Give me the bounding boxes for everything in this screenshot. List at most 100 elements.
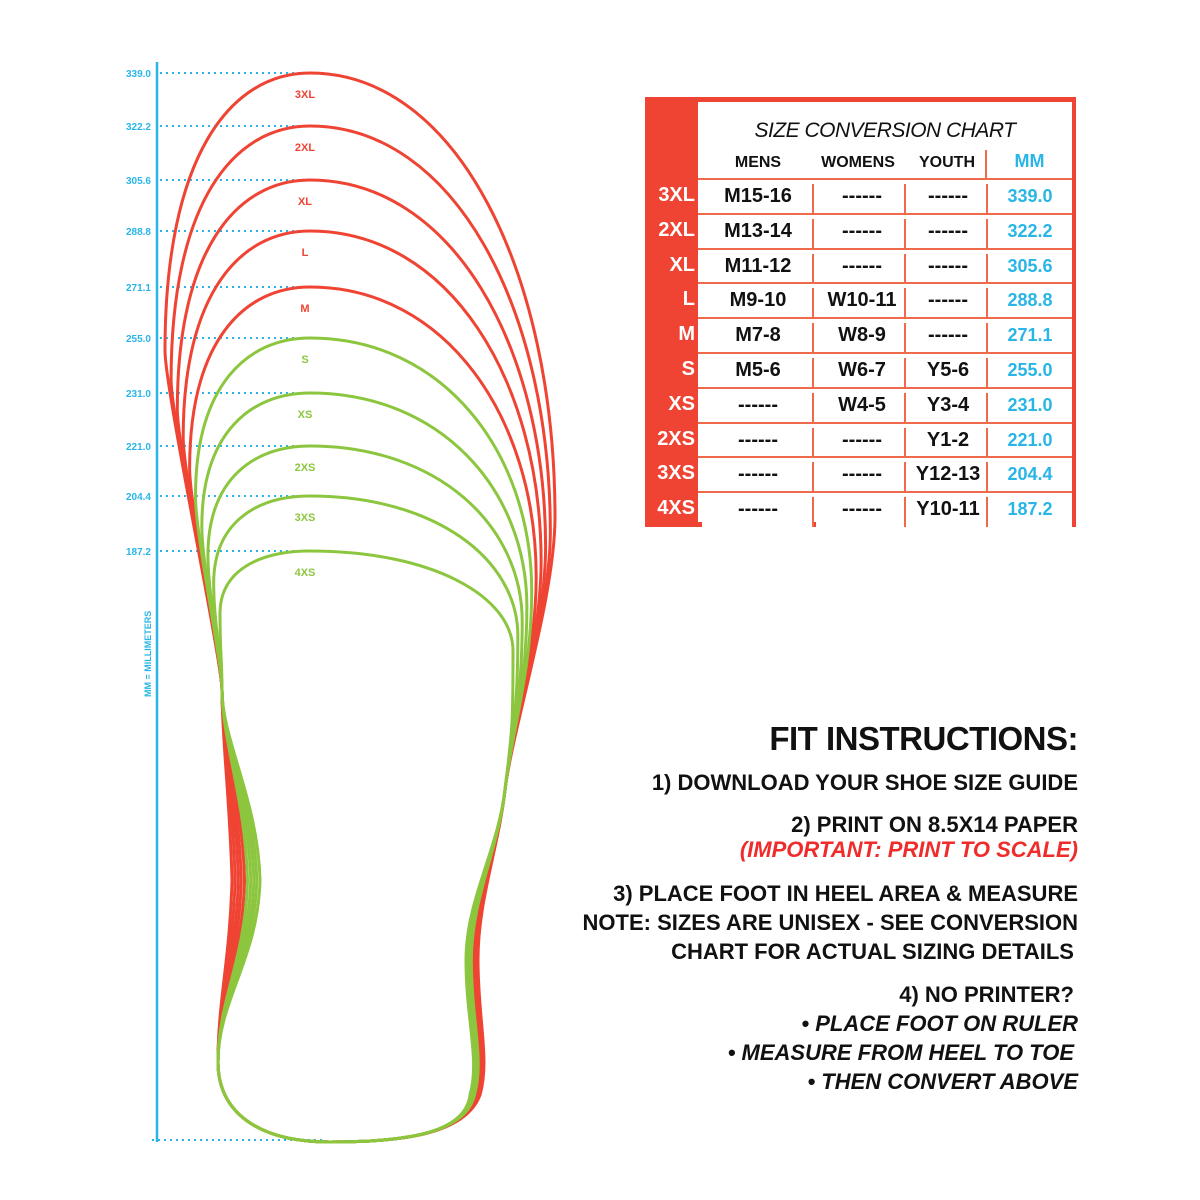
- note-line-1: NOTE: SIZES ARE UNISEX - SEE CONVERSION: [582, 910, 1078, 935]
- youth-cell: Y10-11: [908, 493, 988, 529]
- step-3: 3) PLACE FOOT IN HEEL AREA & MEASURE: [613, 881, 1078, 906]
- mens-cell: ------: [702, 458, 814, 494]
- size: L: [682, 288, 695, 311]
- mens-cell: M9-10: [702, 284, 814, 320]
- column-divider: [812, 184, 814, 214]
- ruler-mark-label: 322.2: [126, 122, 151, 133]
- step-2-note: (IMPORTANT: PRINT TO SCALE): [739, 837, 1078, 862]
- outline-label-3xl: 3XL: [295, 89, 315, 101]
- womens-cell: ------: [816, 493, 908, 529]
- youth-cell: ------: [908, 284, 988, 320]
- chart-row: M M7-8 W8-9 ------ 271.1: [645, 317, 1072, 355]
- header-divider: [985, 150, 987, 178]
- column-divider: [986, 184, 988, 214]
- mens-cell: ------: [702, 423, 814, 459]
- row-divider: [698, 456, 1072, 459]
- foot-outlines: 3XL 2XL XL L M S XS 2XS 3XS 4XS: [163, 71, 557, 1144]
- mens-cell: M11-12: [702, 249, 814, 285]
- column-divider: [986, 462, 988, 493]
- ruler-caption: MM = MILLIMETERS: [143, 611, 153, 697]
- outline-label-3xs: 3XS: [295, 512, 316, 524]
- youth-cell: ------: [908, 249, 988, 285]
- size: 2XL: [658, 218, 695, 241]
- row-divider: [698, 491, 1072, 494]
- mm-cell: 271.1: [988, 319, 1072, 355]
- outline-label-xl: XL: [298, 196, 312, 208]
- column-divider: [986, 392, 988, 423]
- fit-instructions: FIT INSTRUCTIONS: 1) DOWNLOAD YOUR SHOE …: [582, 720, 1079, 1096]
- mm-cell: 231.0: [988, 388, 1072, 424]
- chart-row: XL M11-12 ------ ------ 305.6: [645, 247, 1072, 285]
- ruler-mark-label: 187.2: [126, 547, 151, 558]
- mens-cell: M13-14: [702, 214, 814, 250]
- size: XL: [669, 253, 695, 276]
- column-divider: [904, 184, 906, 214]
- column-divider: [904, 427, 906, 458]
- bullet-1: • PLACE FOOT ON RULER: [801, 1011, 1078, 1036]
- column-divider: [986, 497, 988, 528]
- chart-row: XS ------ W4-5 Y3-4 231.0: [645, 386, 1072, 424]
- bullet-3: • THEN CONVERT ABOVE: [807, 1069, 1078, 1094]
- mm-cell: 204.4: [988, 458, 1072, 494]
- row-divider: [698, 178, 1072, 180]
- mm-cell: 305.6: [988, 249, 1072, 285]
- header-youth: YOUTH: [919, 154, 975, 171]
- womens-cell: W6-7: [816, 354, 908, 389]
- step-4: 4) NO PRINTER?: [899, 982, 1074, 1007]
- mens-cell: M15-16: [702, 180, 814, 215]
- womens-cell: ------: [816, 423, 908, 459]
- ruler-mark-label: 204.4: [126, 492, 151, 503]
- youth-cell: Y12-13: [908, 458, 988, 494]
- column-divider: [986, 218, 988, 249]
- youth-cell: ------: [908, 180, 988, 215]
- outline-label-m: M: [300, 303, 309, 315]
- ruler-mark-label: 288.8: [126, 227, 151, 238]
- column-divider: [986, 427, 988, 458]
- chart-row: 3XL M15-16 ------ ------ 339.0: [645, 178, 1072, 215]
- column-divider: [812, 323, 814, 354]
- column-divider: [812, 427, 814, 458]
- header-womens: WOMENS: [821, 154, 895, 171]
- mens-cell: ------: [702, 493, 814, 529]
- column-divider: [904, 218, 906, 249]
- mm-cell: 339.0: [988, 180, 1072, 215]
- womens-cell: W4-5: [816, 388, 908, 424]
- size: 2XS: [657, 427, 695, 450]
- outline-label-l: L: [302, 247, 309, 259]
- size: 4XS: [657, 497, 695, 520]
- header-mm: MM: [1014, 151, 1045, 171]
- womens-cell: W10-11: [816, 284, 908, 320]
- column-divider: [904, 497, 906, 528]
- step-2: 2) PRINT ON 8.5X14 PAPER: [791, 812, 1078, 837]
- chart-row: 4XS ------ ------ Y10-11 187.2: [645, 491, 1072, 529]
- outline-label-s: S: [301, 354, 308, 366]
- outline-2xs: [206, 444, 524, 1144]
- youth-cell: ------: [908, 214, 988, 250]
- column-divider: [904, 323, 906, 354]
- row-divider: [698, 282, 1072, 285]
- row-divider: [698, 386, 1072, 389]
- chart-row: 3XS ------ ------ Y12-13 204.4: [645, 456, 1072, 494]
- column-divider: [904, 253, 906, 284]
- size: S: [681, 358, 695, 380]
- column-divider: [812, 253, 814, 284]
- mens-cell: M7-8: [702, 319, 814, 355]
- column-divider: [986, 323, 988, 354]
- outline-label-xs: XS: [298, 409, 313, 421]
- column-divider: [904, 288, 906, 319]
- header-mens: MENS: [734, 154, 782, 171]
- outline-label-2xl: 2XL: [295, 142, 315, 154]
- ruler-mark-label: 231.0: [126, 389, 151, 400]
- chart-title: SIZE CONVERSION CHART: [754, 119, 1016, 142]
- mens-cell: ------: [702, 388, 814, 424]
- chart-row: S M5-6 W6-7 Y5-6 255.0: [645, 352, 1072, 389]
- column-divider: [812, 218, 814, 249]
- womens-cell: ------: [816, 458, 908, 494]
- column-divider: [986, 358, 988, 388]
- womens-cell: ------: [816, 249, 908, 285]
- youth-cell: Y3-4: [908, 388, 988, 424]
- row-divider: [698, 247, 1072, 250]
- column-divider: [904, 392, 906, 423]
- mm-cell: 255.0: [988, 354, 1072, 389]
- column-divider: [812, 392, 814, 423]
